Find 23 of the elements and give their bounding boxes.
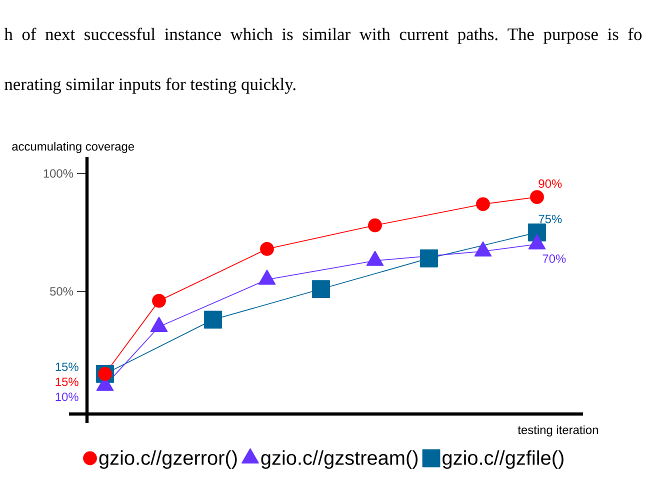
point (260, 242, 274, 256)
text: nerating similar inputs for testing quickly. (4, 78, 296, 94)
point (420, 249, 438, 268)
point (368, 218, 382, 232)
y-tick-label: 50% (50, 287, 74, 296)
data-label: 75% (538, 214, 562, 224)
legend-label: gzio.c//gzfile() (442, 450, 564, 469)
point (312, 280, 330, 298)
point (204, 310, 222, 329)
data-label: 15% (56, 378, 78, 386)
text: h of next successful instance which is similar with current paths. The purpose is fo (4, 28, 642, 44)
legend-label: gzio.c//gzerror() (99, 450, 237, 469)
y-axis-title: accumulating coverage (12, 142, 134, 154)
data-label: 70% (542, 254, 566, 263)
point (476, 197, 490, 212)
legend-label: gzio.c//gzstream() (261, 450, 418, 469)
point (152, 294, 166, 308)
data-label: 15% (56, 362, 78, 372)
data-label: 90% (538, 179, 562, 188)
point (530, 190, 544, 204)
x-axis-title: testing iteration (518, 425, 598, 437)
y-tick-label: 100% (44, 169, 74, 178)
data-label: 10% (56, 392, 78, 402)
